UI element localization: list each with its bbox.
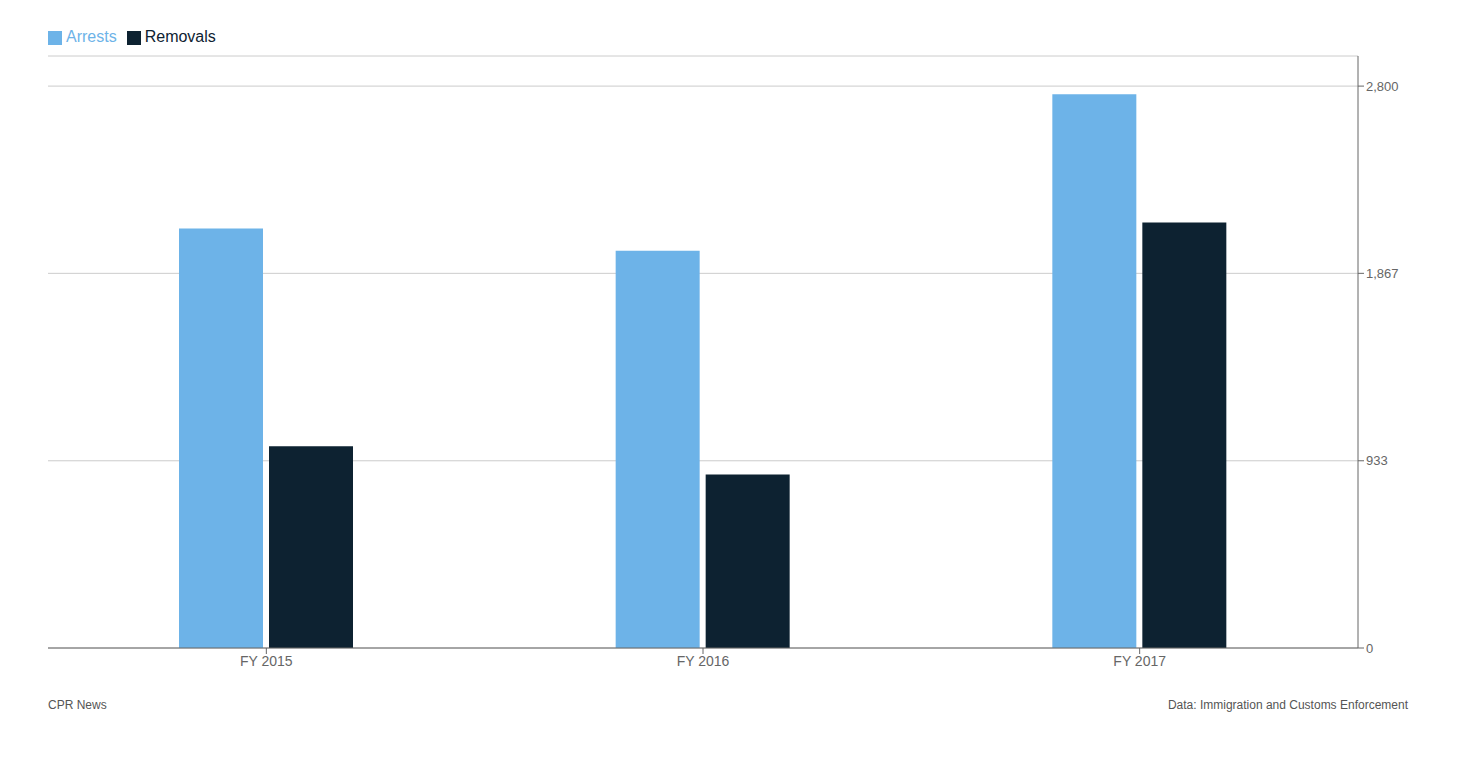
html-text:Data: Immigration and Customs: Data: Immigration and Customs Enforcemen…	[1167, 698, 1408, 712]
html-text:Arrests: Arrests	[66, 28, 117, 45]
svg-text:0: 0	[1366, 641, 1373, 656]
svg-text:FY 2016: FY 2016	[677, 653, 730, 669]
svg-text:2,800: 2,800	[1366, 79, 1399, 94]
svg-text:933: 933	[1366, 453, 1388, 468]
svg-text:FY 2017: FY 2017	[1113, 653, 1166, 669]
svg-text:FY 2015: FY 2015	[240, 653, 293, 669]
html-text:CPR News: CPR News	[48, 698, 107, 712]
svg-text:1,867: 1,867	[1366, 266, 1399, 281]
html-text:Removals: Removals	[144, 28, 216, 45]
